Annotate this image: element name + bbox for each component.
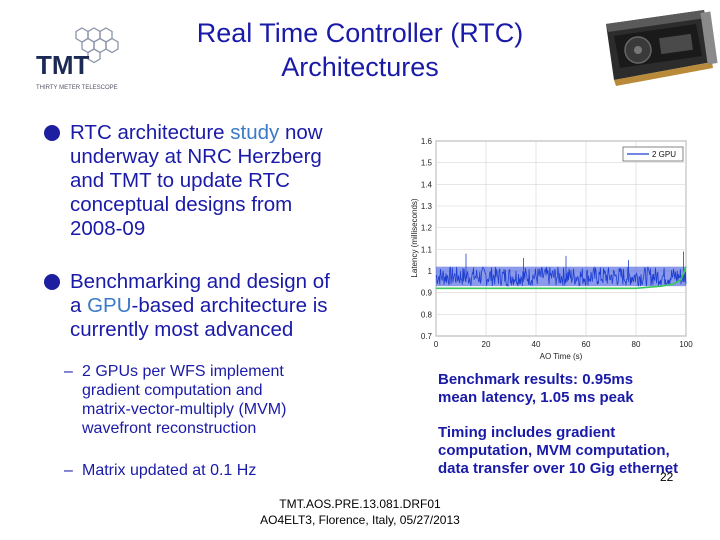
bullet-2-line-2-post: -based architecture is xyxy=(131,294,328,317)
subbullet-2-line-1: Matrix updated at 0.1 Hz xyxy=(82,462,257,479)
title-line-2: Architectures xyxy=(281,52,439,82)
bullet-2-line-2: a GPU-based architecture is xyxy=(70,294,400,318)
legend: 2 GPU xyxy=(622,146,684,162)
legend-label: 2 GPU xyxy=(652,150,676,159)
subbullet-1-line-4: wavefront reconstruction xyxy=(82,420,257,437)
x-tick-label: 100 xyxy=(679,340,693,349)
benchmark-results-text: Benchmark results: 0.95ms mean latency, … xyxy=(438,371,634,407)
y-tick-label: 1.4 xyxy=(421,180,433,189)
bullet-1-line-1: RTC architecture study now xyxy=(70,121,400,145)
x-axis-label: AO Time (s) xyxy=(540,352,583,361)
subbullet-1-text: 2 GPUs per WFS implement gradient comput… xyxy=(82,362,382,438)
timing-text: Timing includes gradient computation, MV… xyxy=(438,424,678,478)
timing-line-2: computation, MVM computation, xyxy=(438,442,670,459)
bullet-1-line-1-post: now xyxy=(279,121,323,144)
timing-line-3: data transfer over 10 Gig ethernet xyxy=(438,460,679,477)
hexagon-mirror-icon xyxy=(75,27,119,64)
footer-doc-id: TMT.AOS.PRE.13.081.DRF01 xyxy=(279,497,441,511)
y-tick-label: 1.5 xyxy=(421,159,433,168)
bullet-2-line-3: currently most advanced xyxy=(70,318,294,341)
benchmark-line-2: mean latency, 1.05 ms peak xyxy=(438,389,634,406)
bullet-1-line-5: 2008-09 xyxy=(70,217,146,240)
bullet-1-text: RTC architecture study now underway at NR… xyxy=(70,121,400,241)
subbullet-1-line-3: matrix-vector-multiply (MVM) xyxy=(82,401,287,418)
page-number: 22 xyxy=(660,470,674,484)
latency-chart: 0.7 0.8 0.9 1 1.1 1.2 1.3 1.4 1.5 1.6 0 20 40 60 80 100… xyxy=(410,137,693,361)
y-tick-label: 0.8 xyxy=(421,310,433,319)
latency-series-2gpu xyxy=(435,266,687,288)
y-tick-label: 1.3 xyxy=(421,202,433,211)
bullet-marker-1 xyxy=(44,125,60,141)
x-tick-label: 40 xyxy=(532,340,541,349)
y-tick-label: 1.2 xyxy=(421,224,433,233)
plot-frame xyxy=(435,140,687,337)
series-group xyxy=(435,251,687,290)
bullet-1-line-2: underway at NRC Herzberg xyxy=(70,145,322,168)
bullet-2-line-2-pre: a xyxy=(70,294,88,317)
y-tick-label: 0.7 xyxy=(421,332,433,341)
x-tick-label: 0 xyxy=(434,340,439,349)
y-tick-label: 1 xyxy=(428,267,433,276)
logo-subtext: THIRTY METER TELESCOPE xyxy=(36,85,118,91)
mean-latency-line xyxy=(436,266,687,290)
x-tick-label: 60 xyxy=(582,340,591,349)
subbullet-1-line-2: gradient computation and xyxy=(82,382,263,399)
title-line-1: Real Time Controller (RTC) xyxy=(196,18,524,48)
x-tick-label: 20 xyxy=(482,340,491,349)
y-tick-label: 0.9 xyxy=(421,289,433,298)
bullet-marker-2 xyxy=(44,274,60,290)
bullet-1-line-3: and TMT to update RTC xyxy=(70,169,290,192)
bullet-2-line-1: Benchmarking and design of xyxy=(70,270,330,293)
footer: TMT.AOS.PRE.13.081.DRF01 AO4ELT3, Floren… xyxy=(230,496,490,528)
subbullet-dash-1: – xyxy=(64,363,73,380)
slide-title: Real Time Controller (RTC) Architectures xyxy=(150,16,570,84)
y-tick-label: 1.6 xyxy=(421,137,433,146)
subbullet-2-text: Matrix updated at 0.1 Hz xyxy=(82,461,382,480)
y-tick-label: 1.1 xyxy=(421,245,433,254)
study-highlight: study xyxy=(230,121,280,144)
benchmark-line-1: Benchmark results: 0.95ms xyxy=(438,371,634,388)
footer-conference: AO4ELT3, Florence, Italy, 05/27/2013 xyxy=(260,513,460,527)
tick-labels: 0.7 0.8 0.9 1 1.1 1.2 1.3 1.4 1.5 1.6 0 20 40 60 80 100 xyxy=(421,137,693,349)
tmt-logo: TMT THIRTY METER TELESCOPE xyxy=(36,27,119,91)
timing-line-1: Timing includes gradient xyxy=(438,424,616,441)
gpu-highlight: GPU xyxy=(87,294,132,317)
subbullet-dash-2: – xyxy=(64,462,73,479)
bullet-1-line-1-pre: RTC architecture xyxy=(70,121,231,144)
bullet-2-text: Benchmarking and design of a GPU-based a… xyxy=(70,270,400,342)
subbullet-1-line-1: 2 GPUs per WFS implement xyxy=(82,363,284,380)
y-axis-label: Latency (milliseconds) xyxy=(410,198,419,277)
bullet-1-line-4: conceptual designs from xyxy=(70,193,293,216)
logo-text: TMT xyxy=(36,50,90,80)
gpu-card-image xyxy=(606,10,718,86)
x-tick-label: 80 xyxy=(632,340,641,349)
